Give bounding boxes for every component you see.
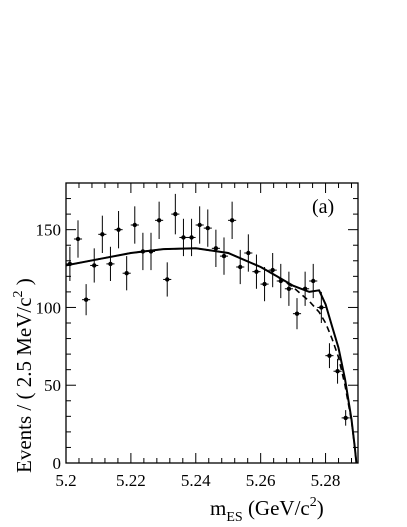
- x-axis-label-sub: ES: [226, 510, 242, 525]
- data-point: [92, 263, 97, 268]
- x-tick-label: 5.26: [246, 471, 276, 490]
- data-point: [286, 286, 292, 291]
- data-point: [197, 222, 202, 228]
- data-point: [205, 225, 210, 231]
- y-tick-label: 100: [36, 298, 62, 317]
- data-point: [213, 246, 219, 251]
- data-point: [335, 369, 340, 374]
- data-point: [116, 227, 121, 232]
- data-point: [319, 305, 324, 310]
- x-axis-label: mES (GeV/c2): [210, 495, 324, 525]
- x-axis-label-main: m: [210, 496, 226, 520]
- data-point: [246, 250, 251, 256]
- x-tick-label: 5.24: [181, 471, 211, 490]
- data-point: [238, 264, 243, 270]
- data-point: [294, 311, 300, 316]
- data-point: [343, 415, 348, 421]
- data-point: [75, 236, 81, 242]
- y-tick-label: 50: [44, 376, 61, 395]
- data-point: [124, 271, 129, 276]
- data-point: [132, 222, 137, 228]
- data-point: [83, 297, 89, 302]
- data-point: [181, 235, 186, 240]
- data-point: [254, 269, 259, 274]
- data-point: [221, 253, 227, 259]
- x-axis-label-unit: (GeV/c: [243, 496, 310, 520]
- data-point: [229, 218, 235, 223]
- y-axis-label-close: ): [12, 278, 36, 290]
- x-axis-label-unit-sup: 2: [310, 495, 317, 510]
- data-point: [327, 353, 332, 358]
- y-tick-label: 0: [53, 454, 62, 473]
- data-point: [173, 211, 178, 217]
- y-axis-label-main: Events / ( 2.5 MeV/c: [12, 297, 36, 473]
- panel-label: (a): [312, 196, 334, 218]
- axis-layer: 5.2 5.22 5.24 5.26 5.28 0 50 100 150: [36, 182, 359, 490]
- x-axis-label-unit-close: ): [317, 496, 324, 520]
- data-point: [108, 261, 113, 267]
- data-point: [156, 218, 162, 223]
- x-tick-label: 5.2: [55, 471, 76, 490]
- y-tick-label: 150: [36, 221, 62, 240]
- x-tick-label: 5.22: [116, 471, 146, 490]
- plot-frame: [65, 182, 359, 464]
- y-axis-label: Events / ( 2.5 MeV/c2 ): [11, 278, 36, 473]
- plot-layer: [65, 193, 358, 464]
- data-point: [262, 281, 267, 287]
- data-point: [189, 235, 194, 240]
- data-point: [165, 277, 170, 282]
- data-point: [270, 267, 275, 273]
- background-fit-dashed: [65, 247, 358, 464]
- data-point: [100, 232, 105, 237]
- data-point: [311, 278, 316, 284]
- y-axis-label-sup: 2: [11, 290, 26, 297]
- x-tick-label: 5.28: [311, 471, 341, 490]
